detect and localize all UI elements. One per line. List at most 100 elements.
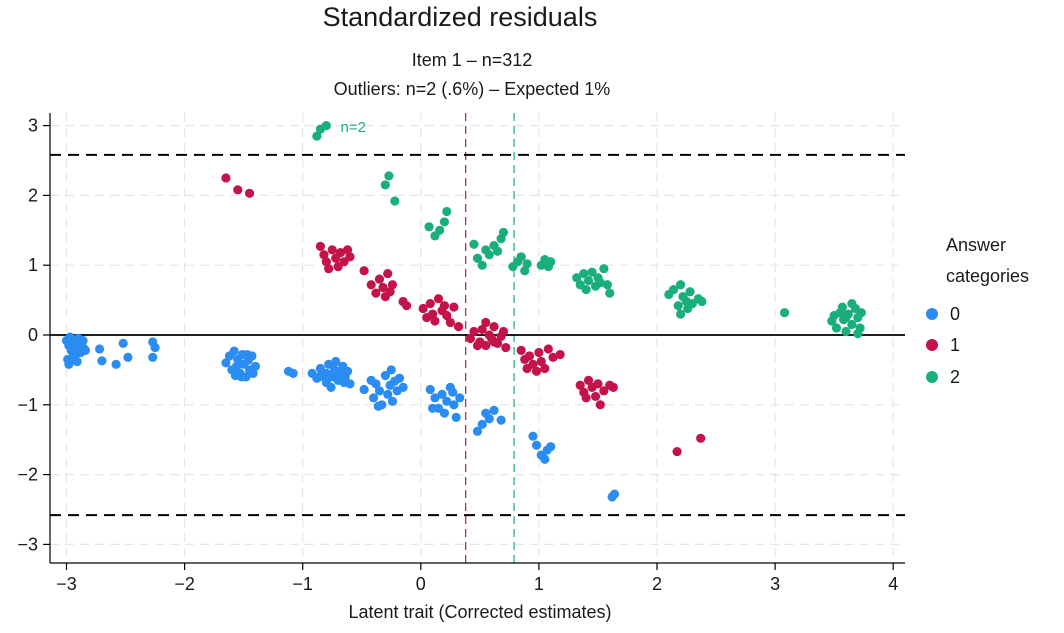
data-point-0 — [221, 358, 231, 368]
data-point-0 — [609, 489, 620, 499]
data-point-2 — [599, 264, 609, 274]
data-point-2 — [579, 268, 589, 279]
data-point-2 — [602, 280, 612, 290]
x-tick-label: 4 — [888, 574, 898, 594]
data-point-1 — [433, 294, 444, 304]
data-point-0 — [78, 335, 88, 346]
data-point-0 — [368, 393, 379, 403]
legend-label-2: 2 — [950, 366, 961, 387]
data-point-2 — [312, 131, 322, 141]
data-point-1 — [465, 333, 476, 344]
data-point-1 — [531, 366, 542, 376]
data-point-1 — [481, 317, 491, 328]
data-point-0 — [442, 396, 452, 406]
chart-title: Standardized residuals — [322, 2, 598, 32]
data-point-1 — [442, 310, 452, 321]
data-point-1 — [608, 382, 618, 392]
data-point-1 — [453, 322, 464, 332]
data-point-0 — [321, 368, 331, 378]
data-point-1 — [481, 340, 491, 351]
data-point-0 — [339, 377, 349, 388]
data-point-0 — [428, 403, 438, 413]
data-point-1 — [319, 250, 329, 260]
data-point-0 — [430, 393, 440, 403]
data-point-2 — [498, 227, 509, 237]
data-point-0 — [387, 396, 398, 406]
data-point-2 — [469, 239, 479, 249]
data-point-2 — [587, 267, 597, 277]
data-point-1 — [385, 287, 395, 297]
data-point-2 — [572, 273, 582, 283]
data-point-0 — [546, 442, 556, 452]
data-point-1 — [696, 433, 706, 443]
data-point-2 — [424, 222, 434, 232]
data-point-2 — [847, 319, 857, 330]
data-point-1 — [387, 280, 398, 290]
data-point-0 — [242, 349, 252, 360]
data-point-0 — [314, 372, 324, 382]
y-tick-label: −3 — [17, 534, 38, 554]
data-point-0 — [386, 365, 396, 375]
data-point-1 — [374, 274, 385, 284]
data-point-0 — [118, 338, 128, 348]
y-tick-label: 1 — [28, 255, 38, 275]
data-point-1 — [233, 185, 243, 195]
data-point-0 — [374, 386, 385, 396]
data-point-2 — [522, 259, 532, 269]
data-point-0 — [324, 359, 334, 369]
outlier-annotation: n=2 — [340, 119, 365, 136]
legend-title-line-1: Answer — [946, 235, 1007, 255]
x-tick-label: 3 — [770, 574, 780, 594]
x-tick-label: 0 — [416, 574, 426, 594]
data-point-0 — [123, 352, 133, 362]
data-point-1 — [536, 356, 546, 367]
legend-title-line-2: categories — [946, 266, 1030, 286]
data-point-2 — [856, 308, 866, 318]
data-point-1 — [315, 241, 326, 251]
data-point-2 — [779, 308, 790, 318]
data-point-1 — [477, 324, 487, 335]
data-point-2 — [477, 260, 487, 270]
y-tick-label: 3 — [28, 116, 38, 136]
data-point-1 — [575, 380, 585, 390]
data-point-2 — [837, 302, 848, 312]
data-point-1 — [445, 317, 455, 328]
legend-item-1: 1 — [926, 334, 960, 356]
data-point-0 — [150, 342, 160, 353]
data-point-0 — [359, 384, 369, 395]
data-point-2 — [673, 301, 683, 311]
data-point-1 — [489, 322, 499, 332]
data-point-0 — [437, 389, 447, 399]
data-point-0 — [531, 440, 542, 450]
data-point-0 — [449, 400, 459, 410]
data-point-1 — [534, 347, 544, 358]
grid — [50, 113, 905, 563]
data-point-0 — [229, 346, 239, 356]
data-point-1 — [324, 264, 334, 274]
data-point-0 — [451, 412, 461, 422]
data-point-0 — [448, 387, 458, 397]
data-point-1 — [402, 301, 412, 311]
data-point-0 — [111, 359, 121, 369]
data-point-1 — [548, 352, 558, 362]
data-point-2 — [841, 326, 851, 337]
chart-subtitle-outliers: Outliers: n=2 (.6%) – Expected 1% — [333, 79, 611, 99]
data-point-2 — [390, 196, 400, 206]
data-point-0 — [65, 332, 75, 342]
data-point-1 — [366, 280, 376, 290]
x-tick-label: −1 — [292, 574, 313, 594]
data-point-1 — [581, 393, 591, 403]
data-point-1 — [449, 302, 459, 312]
data-point-1 — [590, 391, 601, 402]
data-point-1 — [345, 252, 355, 262]
data-point-2 — [676, 280, 686, 290]
data-point-0 — [250, 361, 261, 372]
data-point-1 — [498, 326, 509, 337]
data-point-2 — [435, 225, 445, 235]
y-tick-label: 2 — [28, 185, 38, 205]
data-point-1 — [425, 298, 435, 309]
data-point-1 — [555, 349, 565, 360]
data-point-2 — [595, 278, 605, 288]
data-point-0 — [373, 401, 383, 411]
